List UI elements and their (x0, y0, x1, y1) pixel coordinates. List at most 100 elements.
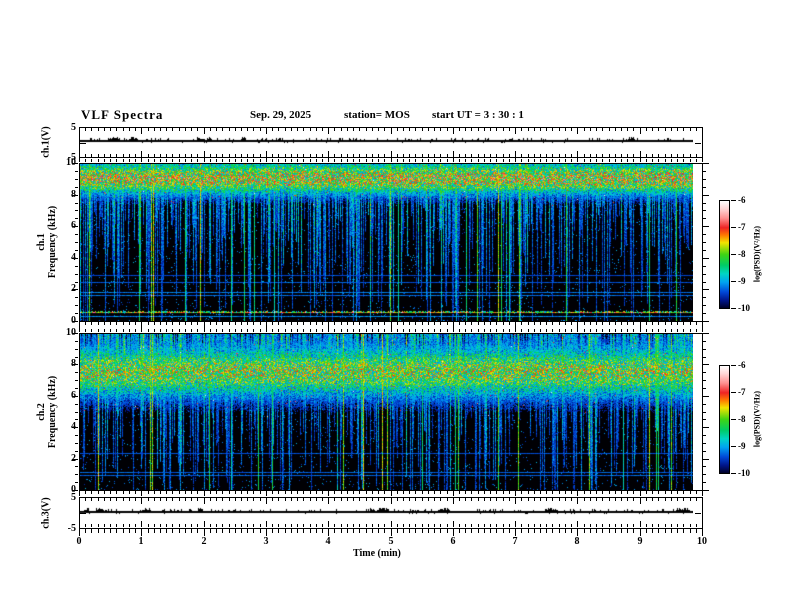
x-tick (683, 491, 684, 494)
x-tick (415, 524, 416, 527)
x-tick (285, 159, 286, 162)
x-tick (615, 329, 616, 332)
x-tick (496, 498, 497, 501)
x-tick (415, 154, 416, 157)
freq-tick (75, 218, 78, 219)
x-tick (540, 154, 541, 157)
x-tick (521, 329, 522, 332)
volt-zero-tick (695, 513, 701, 514)
x-tick (640, 498, 641, 504)
x-tick (509, 329, 510, 332)
x-tick (534, 498, 535, 501)
x-tick (91, 159, 92, 162)
x-tick (310, 159, 311, 162)
x-tick (627, 524, 628, 527)
x-tick (403, 524, 404, 527)
freq-tick (703, 163, 709, 164)
x-tick (347, 529, 348, 533)
x-tick (222, 128, 223, 131)
freq-tick-label: 4 (71, 252, 76, 263)
colorbar-tick-label: -9 (738, 276, 746, 286)
x-tick (633, 128, 634, 131)
x-tick (447, 524, 448, 527)
x-tick (166, 491, 167, 494)
x-tick (397, 154, 398, 157)
freq-tick (75, 451, 78, 452)
x-tick (584, 491, 585, 494)
x-tick (422, 322, 423, 325)
x-tick (658, 154, 659, 157)
x-tick (129, 128, 130, 131)
freq-tick (72, 396, 78, 397)
x-tick (552, 491, 553, 494)
x-tick (216, 498, 217, 501)
x-tick (197, 524, 198, 527)
x-tick (658, 159, 659, 162)
x-tick (702, 151, 703, 157)
x-tick (465, 529, 466, 533)
x-tick (123, 154, 124, 157)
ch1-spectrogram-image (80, 164, 693, 321)
x-tick (471, 491, 472, 494)
x-tick (266, 529, 267, 536)
x-tick (160, 159, 161, 162)
x-tick (341, 128, 342, 131)
x-tick (253, 322, 254, 325)
freq-tick (703, 187, 706, 188)
x-tick (590, 524, 591, 527)
colorbar-tick-label: -8 (738, 414, 746, 424)
x-tick (546, 159, 547, 162)
x-tick (129, 154, 130, 157)
x-tick (453, 322, 454, 327)
x-tick (596, 128, 597, 131)
x-tick (297, 498, 298, 501)
x-tick (135, 491, 136, 494)
x-tick (609, 529, 610, 533)
x-tick (415, 159, 416, 162)
x-tick (247, 498, 248, 501)
freq-tick (703, 459, 709, 460)
x-tick (577, 521, 578, 527)
freq-tick (75, 210, 78, 211)
x-tick (596, 329, 597, 332)
colorbar-tick-label: -10 (738, 303, 750, 313)
x-tick (303, 529, 304, 533)
x-tick (359, 529, 360, 533)
x-tick (658, 524, 659, 527)
x-tick (91, 322, 92, 325)
x-tick (415, 529, 416, 533)
x-tick (148, 524, 149, 527)
x-tick (434, 524, 435, 527)
x-tick (272, 529, 273, 533)
x-tick (640, 491, 641, 496)
x-tick (204, 498, 205, 504)
freq-tick (72, 364, 78, 365)
x-tick (359, 498, 360, 501)
x-tick-label: 7 (512, 536, 518, 547)
x-tick (428, 498, 429, 501)
x-tick (185, 154, 186, 157)
freq-tick (703, 250, 706, 251)
x-tick (440, 329, 441, 332)
x-tick (677, 322, 678, 325)
x-tick (278, 329, 279, 332)
x-tick (422, 159, 423, 162)
x-tick (210, 524, 211, 527)
station-label: station= MOS (344, 109, 410, 121)
x-tick (85, 491, 86, 494)
x-tick (478, 159, 479, 162)
x-tick (241, 491, 242, 494)
x-tick (690, 329, 691, 332)
x-tick (378, 329, 379, 332)
x-tick (241, 498, 242, 501)
x-tick (272, 154, 273, 157)
x-tick (478, 529, 479, 533)
x-tick (652, 322, 653, 325)
x-tick (422, 524, 423, 527)
x-tick (434, 322, 435, 325)
x-tick (665, 329, 666, 332)
x-tick (172, 529, 173, 533)
x-tick (677, 159, 678, 162)
x-tick (590, 154, 591, 157)
x-tick (116, 524, 117, 527)
